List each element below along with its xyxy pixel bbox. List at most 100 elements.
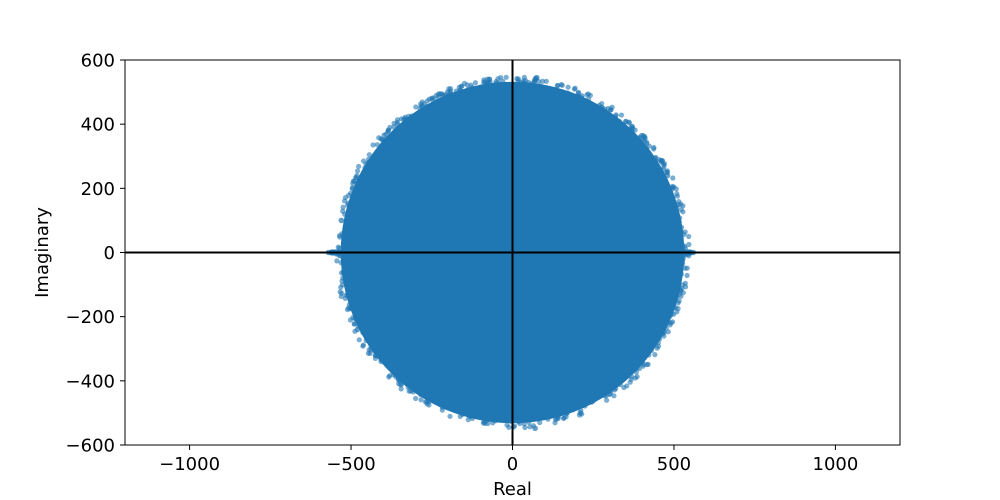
scatter-point bbox=[674, 309, 680, 315]
scatter-point bbox=[445, 89, 451, 95]
reference-lines bbox=[125, 60, 900, 445]
scatter-point bbox=[659, 158, 665, 164]
x-axis-label: Real bbox=[493, 479, 532, 500]
y-axis-ticks: −600 −400 −200 0 200 400 600 bbox=[66, 51, 125, 457]
scatter-point bbox=[422, 399, 429, 405]
scatter-point bbox=[337, 234, 343, 240]
x-tick-label: −500 bbox=[326, 454, 375, 475]
scatter-point bbox=[372, 355, 379, 361]
scatter-point bbox=[585, 91, 591, 97]
scatter-point bbox=[554, 82, 560, 89]
scatter-point bbox=[338, 217, 345, 224]
scatter-point bbox=[480, 420, 487, 426]
scatter-point bbox=[632, 352, 639, 358]
scatter-point bbox=[361, 158, 367, 164]
scatter-point bbox=[686, 241, 692, 248]
scatter-point bbox=[354, 326, 361, 333]
scatter-point bbox=[674, 191, 680, 197]
scatter-point bbox=[520, 78, 526, 84]
scatter-point bbox=[563, 414, 569, 420]
scatter-point bbox=[413, 104, 419, 110]
scatter-point bbox=[447, 413, 453, 419]
scatter-point bbox=[680, 282, 686, 288]
scatter-point bbox=[522, 424, 528, 431]
scatter-point bbox=[346, 192, 352, 199]
scatter-point bbox=[495, 76, 501, 82]
scatter-point bbox=[354, 168, 361, 174]
scatter-point bbox=[667, 322, 673, 328]
scatter-point bbox=[577, 410, 584, 416]
scatter-point bbox=[385, 129, 391, 135]
y-tick-label: 600 bbox=[81, 51, 115, 72]
scatter-point bbox=[627, 379, 633, 385]
scatter-point bbox=[341, 198, 348, 204]
x-axis-ticks: −1000 −500 0 500 1000 bbox=[159, 445, 858, 475]
scatter-point bbox=[360, 343, 366, 349]
scatter-point bbox=[605, 105, 611, 112]
scatter-point bbox=[337, 289, 343, 295]
x-tick-label: 500 bbox=[657, 454, 691, 475]
y-axis-label: Imaginary bbox=[32, 207, 53, 298]
y-tick-label: −200 bbox=[66, 307, 115, 328]
scatter-point bbox=[438, 91, 444, 97]
scatter-point bbox=[684, 272, 690, 279]
scatter-point bbox=[646, 143, 652, 149]
scatter-point bbox=[398, 116, 405, 122]
scatter-point bbox=[351, 321, 358, 327]
scatter-point bbox=[671, 184, 677, 190]
x-tick-label: −1000 bbox=[159, 454, 220, 475]
scatter-point bbox=[514, 75, 520, 82]
scatter-point bbox=[366, 152, 372, 158]
scatter-point bbox=[677, 288, 684, 294]
scatter-point bbox=[340, 208, 346, 214]
scatter-point bbox=[433, 93, 439, 99]
scatter-point bbox=[351, 178, 357, 184]
scatter-point bbox=[533, 74, 540, 81]
scatter-point bbox=[559, 82, 565, 88]
scatter-point bbox=[539, 78, 546, 84]
scatter-point bbox=[356, 163, 362, 170]
scatter-point bbox=[394, 119, 400, 125]
y-tick-label: 200 bbox=[81, 179, 115, 200]
scatter-point bbox=[370, 142, 376, 148]
scatter-point bbox=[465, 417, 471, 423]
scatter-point bbox=[461, 80, 468, 87]
scatter-point bbox=[367, 350, 373, 357]
scatter-point bbox=[651, 144, 657, 151]
scatter-point bbox=[676, 199, 682, 205]
scatter-point bbox=[381, 132, 387, 138]
scatter-point bbox=[418, 397, 424, 403]
scatter-point bbox=[334, 258, 340, 264]
scatter-point bbox=[386, 147, 393, 153]
scatter-point bbox=[664, 172, 671, 179]
scatter-point bbox=[426, 96, 433, 102]
scatter-point bbox=[652, 352, 658, 358]
scatter-point bbox=[504, 422, 510, 428]
scatter-point bbox=[338, 293, 344, 300]
scatter-point bbox=[638, 132, 645, 139]
scatter-point bbox=[629, 124, 636, 130]
scatter-point bbox=[386, 374, 392, 380]
scatter-point bbox=[575, 89, 582, 95]
scatter-point bbox=[338, 284, 344, 290]
y-tick-label: 0 bbox=[104, 243, 115, 264]
y-tick-label: 400 bbox=[81, 115, 115, 136]
scatter-point bbox=[344, 306, 351, 313]
scatter-point bbox=[353, 174, 359, 180]
x-tick-label: 1000 bbox=[813, 454, 859, 475]
scatter-point bbox=[686, 233, 692, 240]
y-tick-label: −400 bbox=[66, 371, 115, 392]
scatter-point bbox=[503, 74, 509, 80]
scatter-point bbox=[632, 375, 639, 381]
scatter-point bbox=[621, 384, 627, 391]
scatter-point bbox=[552, 420, 558, 426]
scatter-point bbox=[661, 163, 667, 169]
scatter-point bbox=[571, 86, 578, 92]
scatter-point bbox=[413, 395, 419, 402]
scatter-point bbox=[670, 175, 676, 181]
scatter-point bbox=[472, 80, 479, 86]
scatter-point bbox=[356, 337, 362, 343]
scatter-point bbox=[618, 112, 625, 118]
scatter-point bbox=[398, 386, 404, 392]
